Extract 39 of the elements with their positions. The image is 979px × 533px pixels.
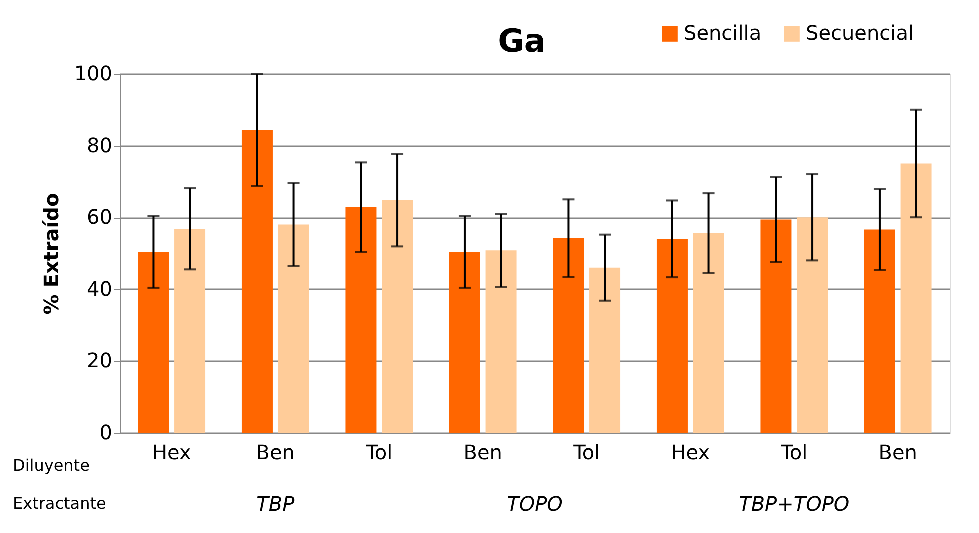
bar <box>242 130 273 433</box>
text: Extractante <box>13 494 106 513</box>
text: TOPO <box>507 492 563 516</box>
bar <box>278 224 310 433</box>
text: Diluyente <box>13 456 90 475</box>
bar <box>590 268 621 433</box>
bar <box>797 218 828 433</box>
text: TBP+TOPO <box>739 492 850 516</box>
bar <box>449 252 480 433</box>
x-tick-label: Tol <box>572 440 600 464</box>
x-tick-label: Tol <box>365 440 393 464</box>
bar <box>174 229 206 433</box>
bar <box>760 220 792 433</box>
y-tick-label: 100 <box>74 62 112 86</box>
x-tick-label: Ben <box>256 440 295 464</box>
x-tick-label: Tol <box>780 440 808 464</box>
bar <box>346 208 377 433</box>
x-tick-label: Hex <box>671 440 710 464</box>
y-tick-label: 0 <box>100 420 112 444</box>
x-tick-label: Ben <box>878 440 918 464</box>
bar <box>693 233 724 433</box>
bar <box>656 239 688 433</box>
chart-title: Ga <box>498 22 546 60</box>
y-tick-label: 80 <box>87 133 112 158</box>
bar <box>900 164 932 433</box>
legend-label: Sencilla <box>684 21 762 45</box>
legend-label: Secuencial <box>806 21 914 45</box>
x-tick-label: Ben <box>464 440 502 464</box>
bar <box>864 230 896 433</box>
x-tick-label: Hex <box>152 440 192 464</box>
bar <box>382 200 414 433</box>
y-tick-label: 60 <box>87 205 112 230</box>
bar <box>486 250 517 433</box>
bar <box>553 238 584 433</box>
y-axis-title: % Extraído <box>39 193 64 315</box>
y-tick-label: 40 <box>87 276 112 301</box>
bar <box>138 252 170 433</box>
text: TBP <box>256 492 296 516</box>
y-tick-label: 20 <box>87 348 112 373</box>
